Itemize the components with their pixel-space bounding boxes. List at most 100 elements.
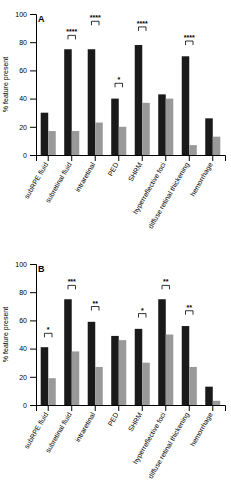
x-axis: subRPE fluidsubretinal fluidintraretinal… xyxy=(23,155,226,230)
tick-label: subretinal fluid xyxy=(44,411,73,454)
sig-bracket xyxy=(68,35,76,39)
x-tick: subretinal fluid xyxy=(44,405,73,454)
tick-mark xyxy=(189,405,190,411)
axis-line xyxy=(30,265,37,406)
tick-label: PED xyxy=(106,411,119,427)
bar xyxy=(182,56,190,155)
tick-mark xyxy=(30,155,36,156)
sig-label: **** xyxy=(184,34,195,41)
tick-mark xyxy=(30,42,36,43)
x-axis: subRPE fluidsubretinal fluidintraretinal… xyxy=(23,405,226,480)
tick-label: 60 xyxy=(19,67,27,74)
y-tick: 40 xyxy=(19,345,36,352)
sig-label: *** xyxy=(68,278,76,285)
bar xyxy=(48,131,56,155)
tick-label: SHRM xyxy=(127,161,143,182)
tick-label: hemorrhage xyxy=(189,161,215,198)
tick-mark xyxy=(30,377,36,378)
tick-label: 80 xyxy=(19,39,27,46)
tick-label: intraretinal xyxy=(74,161,97,193)
sig-bracket xyxy=(115,83,123,87)
bar xyxy=(64,49,72,155)
bar xyxy=(119,340,127,405)
tick-mark xyxy=(30,405,36,406)
panel-title: A xyxy=(38,14,45,24)
y-axis: 0 20 40 60 80 100 xyxy=(15,11,36,159)
sig-bracket xyxy=(138,27,146,31)
sig-label: ** xyxy=(93,300,99,307)
x-tick: hemorrhage xyxy=(189,405,215,448)
tick-mark xyxy=(142,155,143,161)
y-tick: 40 xyxy=(19,95,36,102)
plot-area xyxy=(41,299,221,405)
tick-label: subretinal fluid xyxy=(44,161,73,204)
tick-label: 0 xyxy=(23,402,27,409)
y-tick: 60 xyxy=(19,67,36,74)
tick-label: 100 xyxy=(15,261,27,268)
sig-bracket xyxy=(186,311,194,315)
tick-label: diffuse retinal thickening xyxy=(147,411,191,480)
x-tick: diffuse retinal thickening xyxy=(147,155,191,230)
sig-label: **** xyxy=(137,20,148,27)
bar xyxy=(64,299,72,405)
bar xyxy=(142,363,150,405)
y-tick: 60 xyxy=(19,317,36,324)
tick-mark xyxy=(118,405,119,411)
sig-bracket xyxy=(44,333,52,337)
y-tick: 80 xyxy=(19,39,36,46)
y-axis-title: % feature present xyxy=(2,57,10,112)
sig-label: * xyxy=(47,326,50,333)
tick-mark xyxy=(30,127,36,128)
x-tick: intraretinal xyxy=(74,155,97,193)
tick-label: SHRM xyxy=(127,411,143,432)
bar xyxy=(158,94,166,155)
y-tick: 0 xyxy=(23,152,36,159)
tick-mark xyxy=(30,14,36,15)
bar xyxy=(189,367,197,405)
x-tick: subRPE fluid xyxy=(23,405,49,450)
sig-bracket xyxy=(91,307,99,311)
sig-label: ** xyxy=(163,278,169,285)
bar xyxy=(88,49,96,155)
tick-mark xyxy=(30,70,36,71)
bar xyxy=(205,387,213,405)
tick-mark xyxy=(165,405,166,411)
bar xyxy=(41,113,49,155)
tick-mark xyxy=(95,155,96,161)
sig-bracket xyxy=(68,285,76,289)
tick-label: PED xyxy=(106,161,119,177)
tick-label: 20 xyxy=(19,374,27,381)
tick-label: 40 xyxy=(19,345,27,352)
bar xyxy=(135,329,143,405)
bar xyxy=(213,137,221,155)
tick-mark xyxy=(95,405,96,411)
tick-mark xyxy=(48,155,49,161)
tick-label: 80 xyxy=(19,289,27,296)
y-tick: 0 xyxy=(23,402,36,409)
tick-mark xyxy=(118,155,119,161)
sig-label: * xyxy=(117,76,120,83)
tick-mark xyxy=(142,405,143,411)
tick-mark xyxy=(30,349,36,350)
tick-label: 0 xyxy=(23,152,27,159)
sig-bracket xyxy=(162,285,170,289)
x-tick: subretinal fluid xyxy=(44,155,73,204)
chart: 020406080100subRPE fluidsubretinal fluid… xyxy=(0,0,231,500)
x-tick: SHRM xyxy=(127,155,143,183)
bar xyxy=(111,99,119,155)
tick-mark xyxy=(189,155,190,161)
x-tick: diffuse retinal thickening xyxy=(147,405,191,480)
y-tick: 20 xyxy=(19,374,36,381)
panel-title: B xyxy=(38,264,45,274)
x-tick: PED xyxy=(106,155,119,177)
tick-label: 20 xyxy=(19,124,27,131)
panel: 0 20 40 60 80 100 subRPE fluidsubretinal fluid… xyxy=(2,11,226,230)
bar xyxy=(41,347,49,405)
sig-label: **** xyxy=(90,14,101,21)
sig-bracket xyxy=(138,314,146,318)
y-tick: 100 xyxy=(15,11,36,18)
tick-mark xyxy=(30,292,36,293)
bar xyxy=(213,401,221,405)
tick-mark xyxy=(212,155,213,161)
axis-line xyxy=(37,406,226,412)
